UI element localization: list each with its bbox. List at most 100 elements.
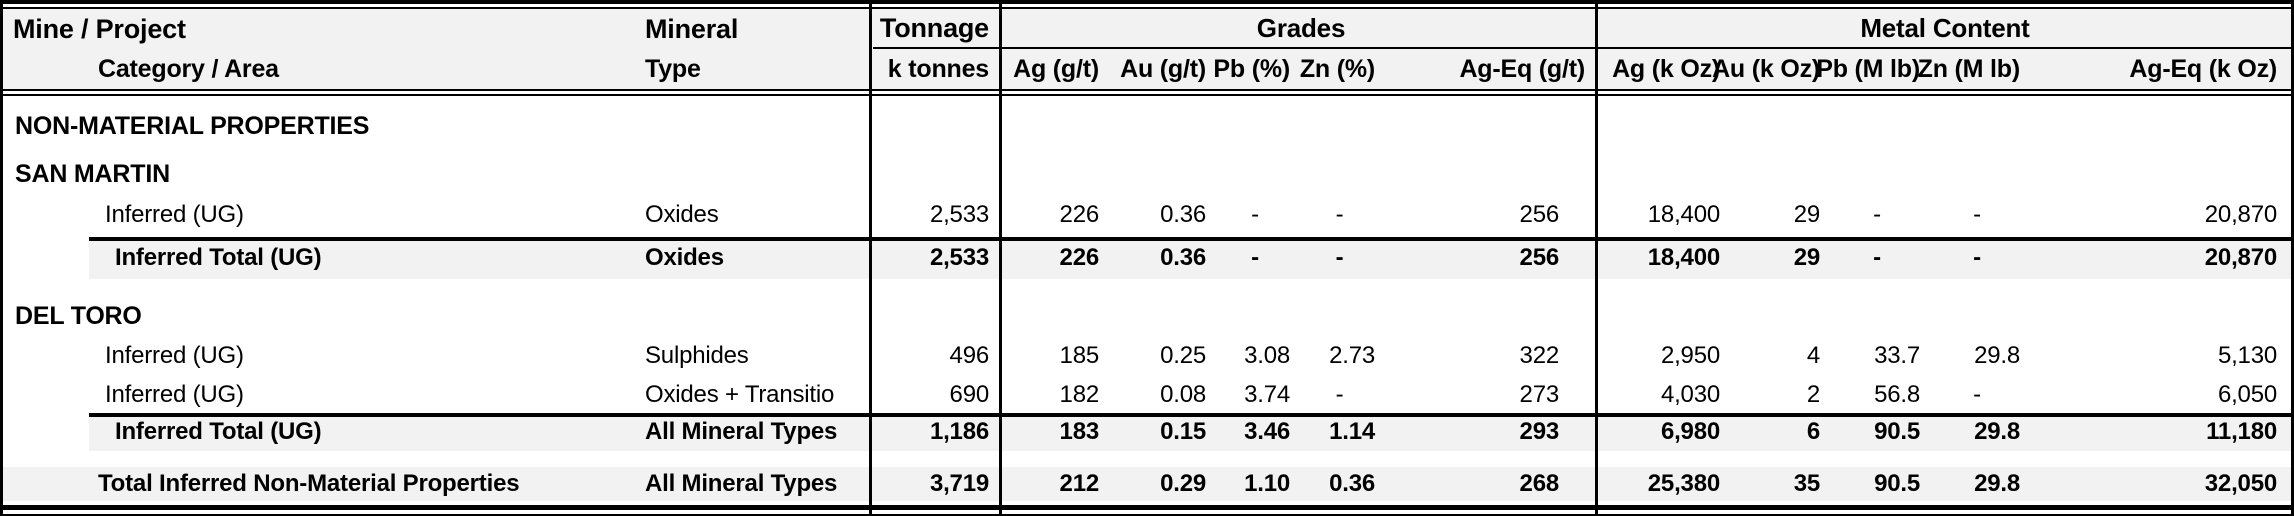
total-row: Inferred Total (UG) Oxides 2,533 226 0.3…	[3, 237, 2291, 279]
grade-au-cell: 0.36	[1160, 201, 1206, 228]
tonnage-cell: 2,533	[873, 237, 1003, 279]
metal-zn-cell: 29.8	[1934, 467, 2034, 501]
category-cell: Inferred Total (UG)	[3, 413, 635, 451]
metal-ag-cell: 18,400	[1599, 237, 1734, 279]
grade-zn-cell: -	[1335, 381, 1344, 408]
metal-au-cell: 29	[1793, 201, 1820, 228]
grade-ageq-cell: 256	[1519, 201, 1560, 228]
grade-pb-cell: -	[1220, 237, 1304, 279]
top-double-border	[3, 4, 2291, 9]
total-row: Inferred Total (UG) All Mineral Types 1,…	[3, 413, 2291, 451]
header-type: Type	[645, 54, 701, 83]
section-label: SAN MARTIN	[15, 159, 170, 188]
metal-zn-cell: -	[1973, 381, 1981, 408]
metal-ageq-cell: 32,050	[2034, 467, 2291, 501]
mineral-type-cell: All Mineral Types	[635, 467, 873, 501]
grade-zn-cell: 0.36	[1304, 467, 1389, 501]
metal-au-cell: 35	[1734, 467, 1834, 501]
column-divider-line	[999, 4, 1002, 516]
tonnage-cell: 496	[949, 342, 990, 369]
category-cell: Inferred Total (UG)	[3, 237, 635, 279]
header-grade-au: Au (g/t)	[1120, 54, 1206, 83]
section-row-san-martin: SAN MARTIN	[3, 155, 2291, 193]
grade-zn-cell: 1.14	[1304, 413, 1389, 451]
metal-ag-cell: 2,950	[1660, 342, 1720, 369]
grand-total-row: Total Inferred Non-Material Properties A…	[3, 467, 2291, 501]
bottom-double-border	[3, 505, 2291, 516]
grade-pb-cell: 3.08	[1244, 342, 1290, 369]
category-cell: Inferred (UG)	[105, 381, 244, 408]
metal-pb-cell: 90.5	[1834, 413, 1934, 451]
grade-ag-cell: 226	[1059, 201, 1100, 228]
grade-ag-cell: 185	[1059, 342, 1100, 369]
column-divider-line	[1595, 4, 1598, 516]
grade-ag-cell: 182	[1059, 381, 1100, 408]
spacer-row	[3, 279, 2291, 297]
metal-pb-cell: -	[1873, 201, 1881, 228]
header-double-separator	[3, 89, 2291, 96]
grade-pb-cell: 3.46	[1220, 413, 1304, 451]
section-row-del-toro: DEL TORO	[3, 297, 2291, 335]
table-row: Inferred (UG) Sulphides 496 185 0.25 3.0…	[3, 335, 2291, 377]
grade-au-cell: 0.25	[1160, 342, 1206, 369]
mineral-type-cell: All Mineral Types	[635, 413, 873, 451]
column-divider-line	[869, 4, 872, 516]
grade-zn-cell: 2.73	[1329, 342, 1375, 369]
metal-ageq-cell: 20,870	[2034, 237, 2291, 279]
header-grade-ag: Ag (g/t)	[1013, 54, 1099, 83]
header-tonnage: Tonnage	[873, 9, 1003, 49]
metal-pb-cell: 90.5	[1834, 467, 1934, 501]
spacer-row	[3, 145, 2291, 155]
metal-zn-cell: -	[1973, 201, 1981, 228]
grade-ag-cell: 183	[1003, 413, 1113, 451]
header-grade-ageq: Ag-Eq (g/t)	[1459, 54, 1585, 83]
metal-au-cell: 2	[1806, 381, 1820, 408]
mineral-type-cell: Oxides	[645, 201, 719, 228]
tonnage-cell: 3,719	[873, 467, 1003, 501]
tonnage-cell: 1,186	[873, 413, 1003, 451]
metal-ag-cell: 4,030	[1660, 381, 1720, 408]
spacer-row	[3, 451, 2291, 467]
spacer-row	[3, 96, 2291, 107]
header-mineral: Mineral	[645, 13, 739, 44]
metal-ageq-cell: 11,180	[2034, 413, 2291, 451]
section-label: NON-MATERIAL PROPERTIES	[15, 111, 370, 140]
grade-zn-cell: -	[1304, 237, 1389, 279]
table-header-row-1: Mine / Project Mineral Tonnage Grades Me…	[3, 9, 2291, 49]
mineral-type-cell: Sulphides	[645, 342, 749, 369]
header-grade-pb: Pb (%)	[1213, 54, 1290, 83]
tonnage-cell: 690	[949, 381, 990, 408]
grade-ageq-cell: 273	[1519, 381, 1560, 408]
metal-pb-cell: -	[1834, 237, 1934, 279]
header-metal-pb: Pb (M lb)	[1816, 54, 1920, 83]
section-row-non-material-properties: NON-MATERIAL PROPERTIES	[3, 107, 2291, 145]
mineral-type-cell: Oxides + Transitio	[645, 381, 835, 408]
header-grades-group: Grades	[1003, 9, 1599, 49]
mineral-type-cell: Oxides	[635, 237, 873, 279]
grade-zn-cell: -	[1335, 201, 1344, 228]
metal-ag-cell: 18,400	[1647, 201, 1720, 228]
grade-pb-cell: 3.74	[1244, 381, 1290, 408]
section-label: DEL TORO	[15, 301, 142, 330]
header-metal-ageq: Ag-Eq (k Oz)	[2129, 54, 2277, 83]
table-header-row-2: Category / Area Type k tonnes Ag (g/t) A…	[3, 49, 2291, 89]
metal-au-cell: 6	[1734, 413, 1834, 451]
metal-ageq-cell: 20,870	[2204, 201, 2277, 228]
header-category-area: Category / Area	[98, 54, 279, 83]
metal-zn-cell: 29.8	[1934, 413, 2034, 451]
header-metal-ag: Ag (k Oz)	[1612, 54, 1720, 83]
header-tonnage-units: k tonnes	[887, 54, 989, 83]
metal-ageq-cell: 5,130	[2217, 342, 2277, 369]
metal-zn-cell: 29.8	[1974, 342, 2020, 369]
grade-ag-cell: 212	[1003, 467, 1113, 501]
metal-au-cell: 29	[1734, 237, 1834, 279]
grade-ageq-cell: 256	[1389, 237, 1599, 279]
grade-ageq-cell: 293	[1389, 413, 1599, 451]
header-metal-au: Au (k Oz)	[1712, 54, 1820, 83]
grade-pb-cell: 1.10	[1220, 467, 1304, 501]
metal-zn-cell: -	[1934, 237, 2034, 279]
metal-ag-cell: 6,980	[1599, 413, 1734, 451]
grade-ag-cell: 226	[1003, 237, 1113, 279]
grade-pb-cell: -	[1251, 201, 1259, 228]
